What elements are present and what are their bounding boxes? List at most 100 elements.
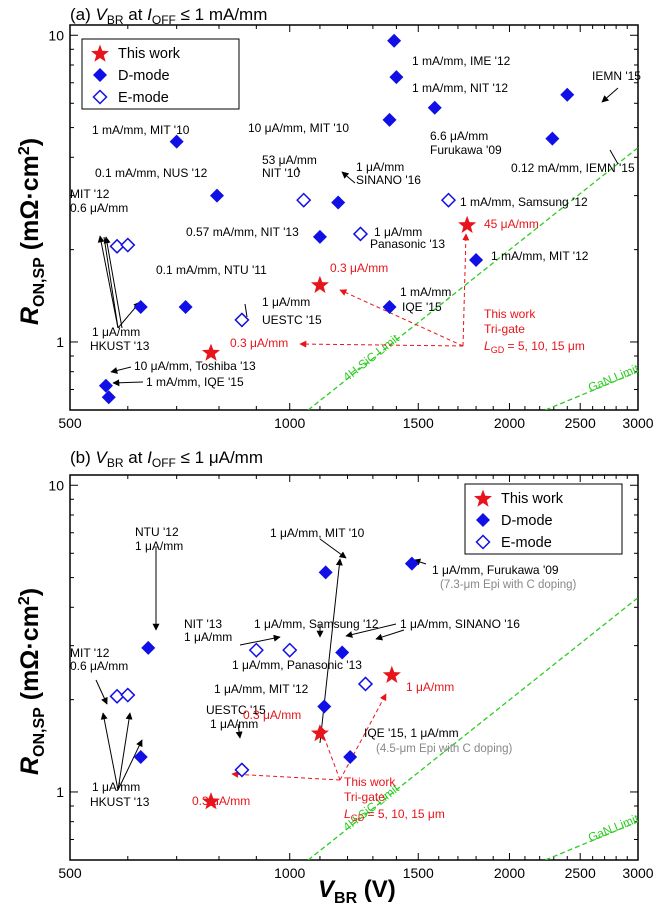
- data-point-diamond-open: [120, 687, 136, 703]
- x-tick-label: 3000: [622, 415, 653, 431]
- annotation: 1 μA/mm: [262, 295, 310, 309]
- limit-line-label: GaN Limit: [586, 361, 641, 395]
- data-point-star: [310, 724, 329, 742]
- annotation: 1 μA/mm, Furukawa '09: [432, 563, 559, 577]
- data-point-diamond-filled: [404, 556, 419, 571]
- annotation: 1 μA/mm: [356, 160, 404, 174]
- panel-a-annotations: 1 mA/mm, IME '12 1 mA/mm, NIT '12 IEMN '…: [70, 54, 641, 389]
- annotation: 6.6 μA/mm: [430, 129, 488, 143]
- data-point-diamond-filled: [427, 100, 442, 115]
- annotation: MIT '12: [70, 646, 110, 660]
- panel-b-legend: This work D-mode E-mode: [464, 483, 623, 555]
- annotation-red: Tri-gate: [484, 322, 525, 336]
- annotation-gray: (4.5-μm Epi with C doping): [376, 743, 513, 755]
- data-point-diamond-filled: [343, 750, 358, 765]
- x-tick-label: 2000: [494, 865, 525, 881]
- legend-marker-star: [91, 44, 109, 62]
- panel-a: (a) VBR at IOFF ≤ 1 mA/mm 500 1000 1500 200…: [48, 5, 653, 431]
- panel-a-data-points: [98, 33, 575, 405]
- panel-a-title: (a) VBR at IOFF ≤ 1 mA/mm: [70, 5, 267, 27]
- x-tick-label: 1000: [274, 415, 305, 431]
- panel-a-ticks: 500 1000 1500 2000 2500 3000 1 10: [48, 25, 654, 431]
- annotation-red: 0.3 μA/mm: [230, 336, 288, 350]
- annotation: 1 μA/mm, MIT '12: [214, 682, 309, 696]
- annotation-red: Tri-gate: [344, 790, 385, 804]
- data-point-diamond-filled: [335, 645, 350, 660]
- annotation: IQE '15: [402, 300, 442, 314]
- panel-b: (b) VBR at IOFF ≤ 1 μA/mm 500 1000 1500 200…: [48, 448, 653, 881]
- annotation: 1 μA/mm: [210, 717, 258, 731]
- x-tick-label: 1500: [403, 415, 434, 431]
- data-point-diamond-filled: [210, 188, 225, 203]
- limit-line-label: GaN Limit: [586, 811, 641, 845]
- data-point-star: [458, 215, 477, 233]
- data-point-diamond-filled: [317, 699, 332, 714]
- y-axis-label-a: RON,SP (mΩ·cm2): [16, 138, 48, 325]
- annotation: NIT '13: [184, 617, 222, 631]
- legend-marker-star: [474, 489, 492, 507]
- data-point-star: [382, 665, 401, 683]
- y-tick-label: 10: [48, 27, 64, 43]
- data-point-diamond-filled: [98, 378, 113, 393]
- panel-a-limit-lines: 4H-SiC Limit GaN Limit: [307, 147, 641, 410]
- data-point-diamond-filled: [331, 195, 346, 210]
- panel-b-annotations: NTU '12 1 μA/mm 1 μA/mm, MIT '10 1 μA/mm…: [70, 525, 577, 823]
- panel-a-annotation-arrows: [97, 87, 619, 387]
- data-point-diamond-filled: [382, 300, 397, 315]
- data-point-diamond-filled: [469, 253, 484, 268]
- panel-b-title: (b) VBR at IOFF ≤ 1 μA/mm: [70, 448, 263, 470]
- annotation: 1 mA/mm, MIT '12: [491, 249, 589, 263]
- x-tick-label: 3000: [622, 865, 653, 881]
- x-tick-label: 2500: [565, 415, 596, 431]
- data-point-star: [201, 343, 220, 361]
- annotation: 1 μA/mm: [184, 630, 232, 644]
- annotation: 0.1 mA/mm, NTU '11: [156, 263, 267, 277]
- annotation: 53 μA/mm: [262, 153, 317, 167]
- annotation: Panasonic '13: [370, 237, 445, 251]
- annotation: UESTC '15: [206, 703, 266, 717]
- annotation-red: This work: [484, 307, 536, 321]
- legend-marker-diamond-filled: [93, 68, 107, 82]
- annotation: 1 mA/mm, MIT '10: [92, 123, 190, 137]
- y-axis-label-b: RON,SP (mΩ·cm2): [16, 588, 48, 775]
- data-point-star: [201, 792, 220, 810]
- legend-box: [81, 38, 240, 110]
- x-axis-label: VBR (V): [318, 876, 396, 907]
- panel-b-frame: [69, 474, 639, 861]
- legend-label-d-mode: D-mode: [118, 68, 170, 84]
- panel-a-this-work-arrows: [299, 233, 470, 348]
- annotation: 1 mA/mm: [400, 285, 451, 299]
- x-tick-label: 1500: [403, 865, 434, 881]
- data-point-diamond-open: [282, 642, 298, 658]
- annotation: 10 μA/mm, Toshiba '13: [134, 359, 256, 373]
- panel-a-frame: [69, 24, 639, 411]
- annotation: 0.1 mA/mm, NUS '12: [95, 166, 208, 180]
- annotation: IQE '15, 1 μA/mm: [364, 726, 459, 740]
- annotation-red: 0.3 μA/mm: [192, 794, 250, 808]
- legend-label-e-mode: E-mode: [501, 535, 552, 551]
- legend-marker-diamond-open: [92, 89, 108, 105]
- limit-line-label: 4H-SiC Limit: [340, 331, 402, 384]
- annotation: 1 μA/mm: [135, 539, 183, 553]
- data-point-diamond-filled: [545, 131, 560, 146]
- limit-line: [545, 371, 638, 410]
- data-point-diamond-filled: [312, 229, 327, 244]
- annotation: 1 μA/mm, MIT '10: [270, 526, 365, 540]
- annotation: HKUST '13: [90, 339, 150, 353]
- legend-box: [464, 483, 623, 555]
- limit-line: [307, 597, 638, 860]
- annotation-red: 0.3 μA/mm: [243, 708, 301, 722]
- data-point-diamond-filled: [389, 70, 404, 85]
- panel-b-this-work-arrows: [231, 693, 387, 781]
- annotation: 1 mA/mm, Samsung '12: [460, 195, 588, 209]
- annotation-red: 45 μA/mm: [484, 217, 539, 231]
- annotation: Furukawa '09: [430, 143, 502, 157]
- data-point-diamond-filled: [382, 112, 397, 127]
- legend-label-d-mode: D-mode: [501, 513, 553, 529]
- data-point-diamond-open: [357, 676, 374, 692]
- annotation: IEMN '15: [592, 69, 641, 83]
- data-point-diamond-open: [234, 312, 250, 328]
- data-point-diamond-open: [440, 192, 457, 208]
- annotation: 1 mA/mm, IQE '15: [146, 375, 244, 389]
